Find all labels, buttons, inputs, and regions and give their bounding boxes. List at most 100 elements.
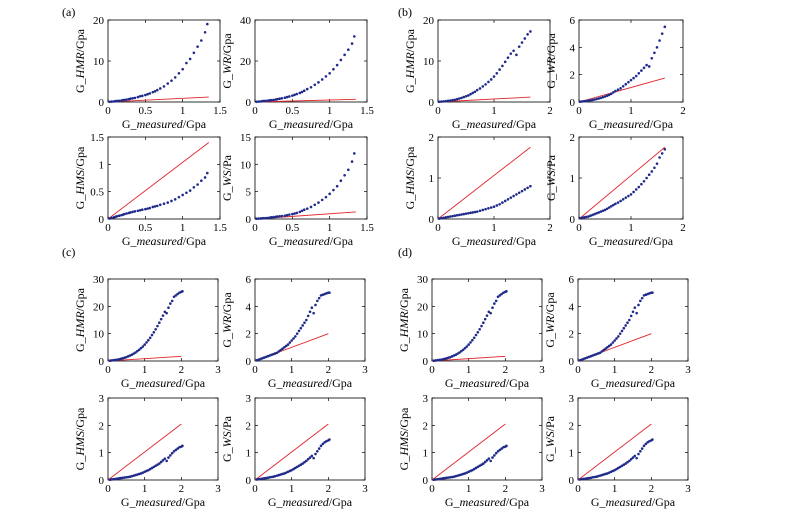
y-tick-label: 2 <box>246 329 252 341</box>
y-axis-label: G_HMS/Gpa <box>403 146 417 209</box>
y-tick-label: 0 <box>423 356 429 368</box>
data-point <box>196 183 199 186</box>
data-point <box>474 333 478 337</box>
data-point <box>487 80 490 84</box>
data-point <box>141 345 145 348</box>
data-point <box>463 346 467 350</box>
data-point <box>305 318 308 322</box>
y-axis-label: G_WS/Pa <box>544 154 558 201</box>
data-point <box>317 447 321 450</box>
y-tick-label: 20 <box>93 15 105 27</box>
data-point <box>629 193 633 196</box>
x-axis-label: G_measured/Gpa <box>268 376 353 390</box>
data-point <box>597 211 601 214</box>
data-point <box>598 351 602 355</box>
x-tick-label: 1 <box>180 222 186 234</box>
data-point <box>628 459 631 463</box>
data-point <box>170 79 173 82</box>
data-point <box>309 205 313 209</box>
x-tick-label: 1 <box>491 105 497 117</box>
data-point <box>616 88 620 91</box>
data-point <box>308 310 312 314</box>
panel-label: (c) <box>62 245 75 259</box>
data-point <box>601 95 605 99</box>
data-point <box>162 85 166 88</box>
x-tick-label: 0 <box>576 105 582 117</box>
data-point <box>622 326 626 330</box>
data-point <box>650 56 654 60</box>
data-point <box>136 349 139 353</box>
data-point <box>473 90 477 94</box>
data-point <box>321 442 325 446</box>
data-point <box>133 96 137 100</box>
data-point <box>158 321 161 325</box>
data-point <box>472 336 476 340</box>
x-tick-label: 3 <box>215 483 221 495</box>
data-point <box>494 451 498 455</box>
data-point <box>624 82 628 86</box>
data-point <box>483 460 487 464</box>
data-point <box>612 203 615 207</box>
data-point <box>599 210 603 213</box>
y-tick-label: 2 <box>570 132 576 144</box>
data-point <box>605 94 609 98</box>
data-point <box>482 462 485 465</box>
y-axis-label: G_HMS/Gpa <box>73 146 87 209</box>
data-point <box>306 314 310 318</box>
x-axis-label: G_measured/Gpa <box>122 234 207 248</box>
data-point <box>306 457 310 461</box>
x-tick-label: 1 <box>628 105 634 117</box>
y-tick-label: 4 <box>569 301 575 313</box>
data-point <box>298 210 302 214</box>
data-point <box>144 207 147 211</box>
data-point <box>115 214 119 218</box>
data-point <box>343 173 346 177</box>
data-point <box>632 190 635 194</box>
reference-line <box>107 355 182 362</box>
data-point <box>278 97 281 101</box>
data-point <box>172 295 176 299</box>
data-point <box>181 193 184 197</box>
data-point <box>158 462 161 465</box>
data-point <box>283 346 286 349</box>
y-tick-label: 1 <box>423 448 429 460</box>
data-point <box>496 295 500 299</box>
subplot: 0 0.5 1 1.5 0 10 20 G_measured/Gpa G_HMR/Gpa <box>73 15 227 131</box>
x-tick-label: 1 <box>180 105 186 117</box>
data-point <box>495 72 499 75</box>
data-point <box>655 162 659 165</box>
data-point <box>165 459 168 463</box>
data-point <box>170 299 174 303</box>
data-point <box>506 56 510 60</box>
data-point <box>609 204 613 208</box>
data-point <box>460 96 463 100</box>
panel-label: (d) <box>398 245 412 259</box>
data-point <box>192 51 196 55</box>
subplot: 0 1 2 3 0 1 2 3 G_measured/Gpa G_HMS/Gpa <box>397 393 545 509</box>
data-point <box>320 198 324 202</box>
data-point <box>644 442 648 446</box>
data-point <box>651 291 654 294</box>
data-point <box>485 314 489 317</box>
axes-frame <box>577 278 689 362</box>
data-point <box>176 447 179 450</box>
data-point <box>637 72 641 75</box>
subplot: 0 1 2 0 2 4 6 G_measured/Gpa G_WR/Gpa <box>544 15 686 131</box>
data-point <box>309 85 313 89</box>
data-point <box>162 202 166 205</box>
subplot: 0 0.5 1 1.5 0 20 40 G_measured/Gpa G_WR/Gpa <box>220 15 374 131</box>
data-point <box>332 188 335 192</box>
data-point <box>478 87 482 90</box>
x-tick-label: 0 <box>252 105 258 117</box>
data-point <box>166 201 170 204</box>
data-point <box>440 100 443 103</box>
data-point <box>185 191 188 195</box>
data-point <box>471 338 474 342</box>
y-axis-label: G_HMR/Gpa <box>397 287 411 352</box>
axes-frame <box>107 19 221 103</box>
data-point <box>485 459 489 462</box>
y-tick-label: 20 <box>423 15 435 27</box>
data-point <box>640 69 643 72</box>
data-point <box>591 213 594 217</box>
data-point <box>624 324 627 327</box>
